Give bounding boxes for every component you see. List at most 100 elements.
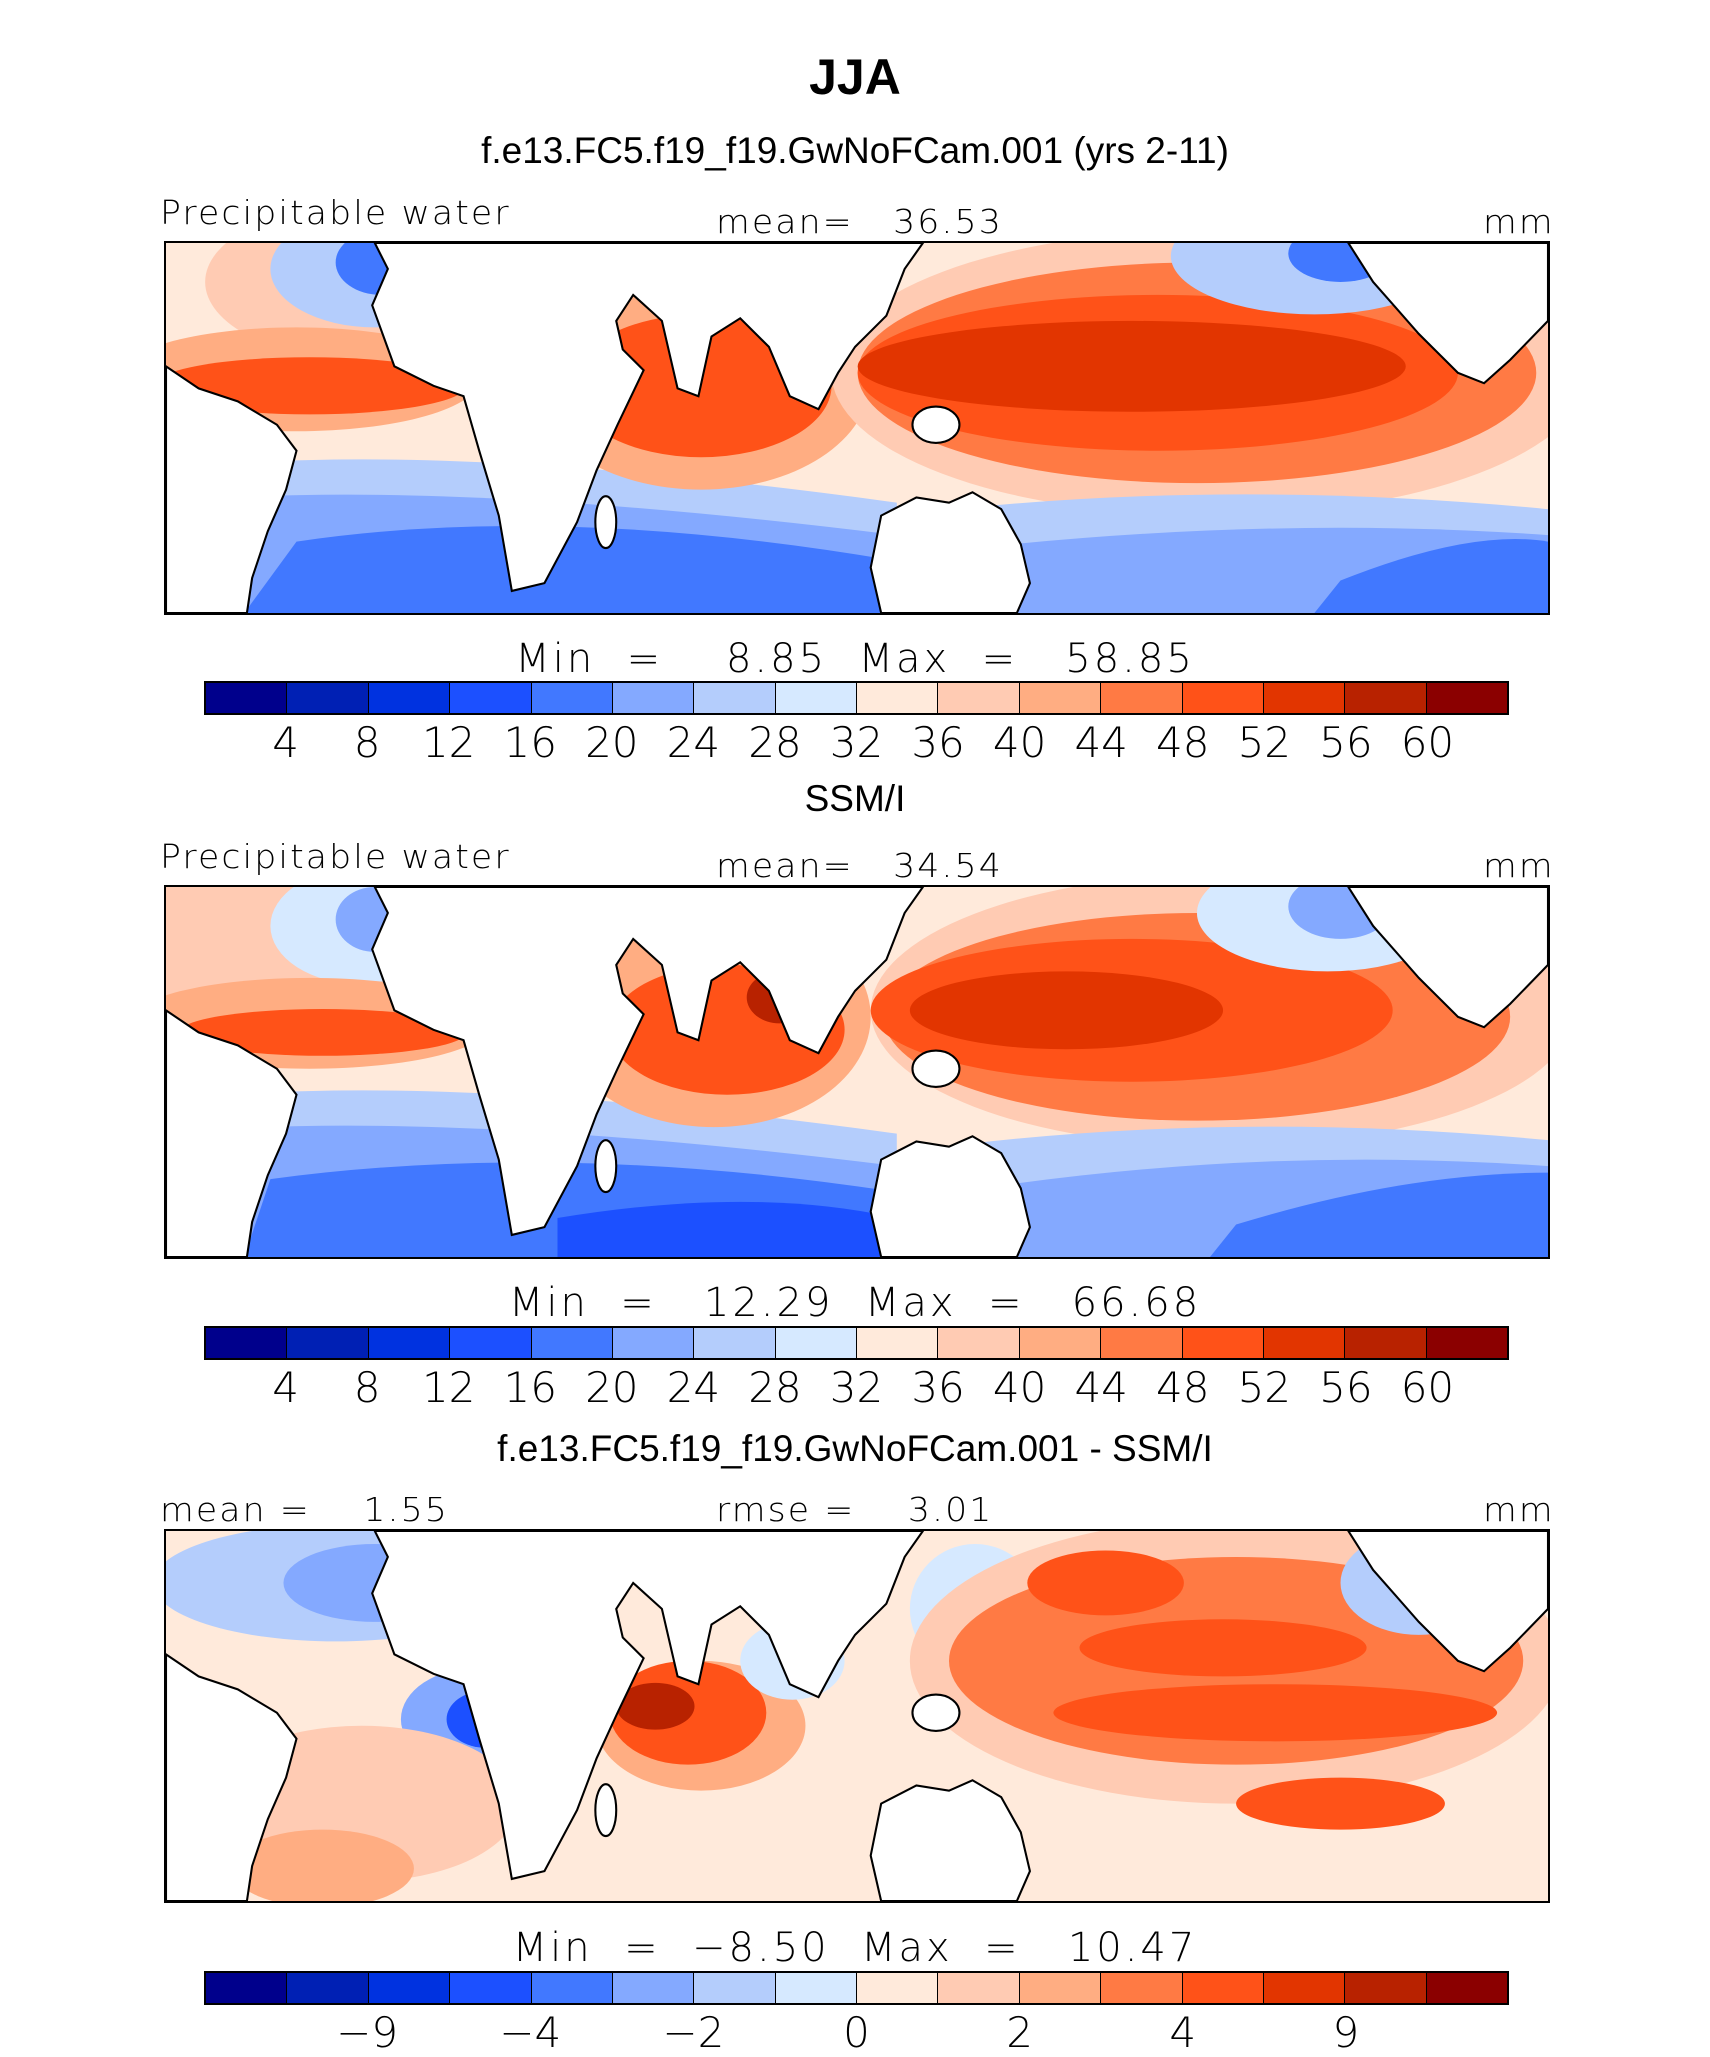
colorbar-swatch bbox=[531, 683, 613, 713]
panel-3-min-max: Min = −8.50 Max = 10.47 bbox=[512, 1925, 1198, 1971]
panel-2-left-label: Precipitable water bbox=[160, 837, 511, 876]
colorbar-tick-label: −4 bbox=[499, 2008, 562, 2057]
colorbar-tick-label: 44 bbox=[1074, 1363, 1128, 1412]
colorbar-swatch bbox=[938, 683, 1020, 713]
colorbar-swatch bbox=[1263, 1328, 1346, 1358]
colorbar-swatch bbox=[694, 683, 776, 713]
colorbar-swatch bbox=[1182, 1973, 1264, 2003]
colorbar-tick-label: 48 bbox=[1156, 718, 1210, 767]
panel-3-map bbox=[164, 1529, 1550, 1903]
colorbar-swatch bbox=[1426, 1973, 1507, 2003]
colorbar-swatch bbox=[1263, 683, 1346, 713]
colorbar-swatch bbox=[287, 1328, 369, 1358]
colorbar-tick-label: 36 bbox=[911, 718, 965, 767]
colorbar-tick-label: 24 bbox=[666, 718, 721, 767]
colorbar-tick-label: 8 bbox=[353, 718, 381, 767]
colorbar-tick-label: 32 bbox=[829, 718, 884, 767]
colorbar-swatch bbox=[368, 1973, 451, 2003]
colorbar-tick-label: 12 bbox=[421, 1363, 476, 1412]
colorbar-swatch bbox=[368, 1328, 451, 1358]
colorbar-swatch bbox=[775, 1328, 857, 1358]
colorbar-swatch bbox=[857, 1973, 939, 2003]
colorbar-swatch bbox=[938, 1328, 1020, 1358]
colorbar-tick-label: 28 bbox=[748, 718, 802, 767]
colorbar-swatch bbox=[1345, 1973, 1427, 2003]
colorbar-tick-label: 36 bbox=[911, 1363, 965, 1412]
panel-2-colorbar-labels: 4 8 12 16 20 24 28 32 36 40 44 48 52 56 60 bbox=[204, 1363, 1509, 1412]
colorbar-swatch bbox=[1101, 1973, 1183, 2003]
colorbar-swatch bbox=[857, 1328, 939, 1358]
colorbar-tick-label: 48 bbox=[1156, 1363, 1210, 1412]
colorbar-tick-label: 9 bbox=[1332, 2008, 1360, 2057]
panel-1-colorbar bbox=[204, 681, 1509, 715]
colorbar-swatch bbox=[612, 683, 695, 713]
colorbar-swatch bbox=[775, 683, 857, 713]
colorbar-swatch bbox=[1182, 1328, 1264, 1358]
colorbar-swatch bbox=[1345, 683, 1427, 713]
colorbar-swatch bbox=[531, 1328, 613, 1358]
panel-1-map bbox=[164, 241, 1550, 615]
colorbar-tick-label: 4 bbox=[272, 718, 299, 767]
colorbar-swatch bbox=[1101, 683, 1183, 713]
panel-1-title: f.e13.FC5.f19_f19.GwNoFCam.001 (yrs 2-11… bbox=[481, 130, 1229, 171]
panel-2-mean: mean= 34.54 bbox=[716, 846, 1003, 885]
colorbar-swatch bbox=[1019, 683, 1102, 713]
colorbar-tick-label: 56 bbox=[1319, 1363, 1373, 1412]
panel-3-mean: mean = 1.55 bbox=[160, 1490, 449, 1529]
colorbar-swatch bbox=[206, 683, 288, 713]
colorbar-tick-label: 8 bbox=[353, 1363, 381, 1412]
panel-1-min-max: Min = 8.85 Max = 58.85 bbox=[515, 636, 1195, 682]
panel-3-colorbar bbox=[204, 1971, 1509, 2005]
panel-1-units: mm bbox=[1483, 202, 1555, 241]
panel-2-units: mm bbox=[1483, 846, 1555, 885]
panel-2-min-max: Min = 12.29 Max = 66.68 bbox=[508, 1280, 1202, 1326]
colorbar-tick-label: 4 bbox=[1169, 2008, 1197, 2057]
colorbar-tick-label: 40 bbox=[992, 1363, 1047, 1412]
colorbar-swatch bbox=[1182, 683, 1264, 713]
colorbar-tick-label: 60 bbox=[1400, 718, 1455, 767]
colorbar-swatch bbox=[287, 683, 369, 713]
colorbar-swatch bbox=[857, 683, 939, 713]
colorbar-tick-label: −2 bbox=[662, 2008, 725, 2057]
colorbar-swatch bbox=[1019, 1328, 1102, 1358]
colorbar-tick-label: 24 bbox=[666, 1363, 721, 1412]
colorbar-tick-label: 16 bbox=[503, 718, 557, 767]
panel-3-units: mm bbox=[1483, 1490, 1555, 1529]
colorbar-tick-label: 52 bbox=[1237, 1363, 1292, 1412]
colorbar-swatch bbox=[1345, 1328, 1427, 1358]
colorbar-tick-label: 12 bbox=[421, 718, 476, 767]
colorbar-swatch bbox=[1426, 683, 1507, 713]
colorbar-swatch bbox=[368, 683, 451, 713]
panel-1-left-label: Precipitable water bbox=[160, 193, 511, 232]
colorbar-swatch bbox=[938, 1973, 1020, 2003]
colorbar-swatch bbox=[450, 1328, 532, 1358]
colorbar-swatch bbox=[775, 1973, 857, 2003]
panel-3-title: f.e13.FC5.f19_f19.GwNoFCam.001 - SSM/I bbox=[497, 1428, 1213, 1469]
colorbar-tick-label: 16 bbox=[503, 1363, 557, 1412]
colorbar-tick-label: 44 bbox=[1074, 718, 1128, 767]
colorbar-swatch bbox=[450, 1973, 532, 2003]
colorbar-tick-label: 56 bbox=[1319, 718, 1373, 767]
colorbar-tick-label: 28 bbox=[748, 1363, 802, 1412]
colorbar-swatch bbox=[1426, 1328, 1507, 1358]
panel-3-rmse: rmse = 3.01 bbox=[716, 1490, 994, 1529]
colorbar-swatch bbox=[1019, 1973, 1102, 2003]
colorbar-tick-label: 20 bbox=[585, 1363, 639, 1412]
colorbar-swatch bbox=[450, 683, 532, 713]
colorbar-swatch bbox=[206, 1973, 288, 2003]
colorbar-swatch bbox=[531, 1973, 613, 2003]
panel-1-mean: mean= 36.53 bbox=[716, 202, 1003, 241]
colorbar-tick-label: 60 bbox=[1400, 1363, 1455, 1412]
colorbar-tick-label: 20 bbox=[585, 718, 639, 767]
colorbar-tick-label: 52 bbox=[1237, 718, 1292, 767]
colorbar-swatch bbox=[287, 1973, 369, 2003]
colorbar-tick-label: 4 bbox=[272, 1363, 299, 1412]
panel-2-title: SSM/I bbox=[804, 778, 906, 819]
panel-2-colorbar bbox=[204, 1326, 1509, 1360]
panel-3-colorbar-labels: −9 −4 −2 0 2 4 9 bbox=[204, 2008, 1509, 2057]
colorbar-tick-label: 32 bbox=[829, 1363, 884, 1412]
figure-title: JJA bbox=[809, 49, 901, 105]
colorbar-swatch bbox=[206, 1328, 288, 1358]
colorbar-swatch bbox=[694, 1973, 776, 2003]
colorbar-tick-label: 0 bbox=[843, 2008, 870, 2057]
